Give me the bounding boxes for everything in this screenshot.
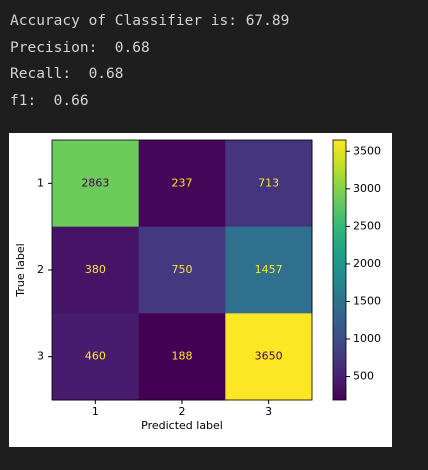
colorbar-tick-label: 3000 [353,182,381,195]
output-line: Recall: 0.68 [10,66,124,83]
colorbar-tick-label: 500 [353,370,374,383]
cell [52,226,140,314]
cell-label: 237 [172,176,193,189]
colorbar [332,139,347,401]
cell-label: 380 [85,263,106,276]
cell-label: 1457 [255,263,283,276]
x-tick-label: 3 [265,405,272,418]
y-axis-label: True label [14,243,27,297]
colorbar-tick-label: 3500 [353,144,381,157]
colorbar-tick-label: 1000 [353,332,381,345]
cell [138,313,226,401]
y-tick-label: 3 [37,350,44,363]
cell-label: 2863 [81,176,109,189]
colorbar-tick-label: 2500 [353,219,381,232]
x-axis-label: Predicted label [141,419,223,432]
output-line: Precision: 0.68 [10,39,150,56]
cell [225,140,313,228]
cell [138,226,226,314]
cell [52,140,140,228]
output: Accuracy of Classifier is: 67.89 Precisio… [10,8,289,115]
output-line: Accuracy of Classifier is: 67.89 [10,13,290,29]
x-tick-label: 2 [179,405,186,418]
output-line: f1: 0.66 [10,93,89,110]
x-tick-label: 1 [92,405,99,418]
cell [138,140,226,228]
cell-label: 3650 [255,350,283,363]
cell-label: 713 [258,176,279,189]
y-tick-label: 2 [37,263,44,276]
cell-label: 460 [85,350,106,363]
colorbar-tick-label: 2000 [353,257,381,270]
colorbar-tick-label: 1500 [353,294,381,307]
cell [225,226,313,314]
cell [225,313,313,401]
cell [52,313,140,401]
y-tick-label: 1 [37,176,44,189]
chart: 2863 237 713 380 750 1457 460 188 3650 1 2 3 1 2 3 Pred… [9,133,392,447]
cell-label: 750 [172,263,193,276]
cell-label: 188 [172,350,193,363]
